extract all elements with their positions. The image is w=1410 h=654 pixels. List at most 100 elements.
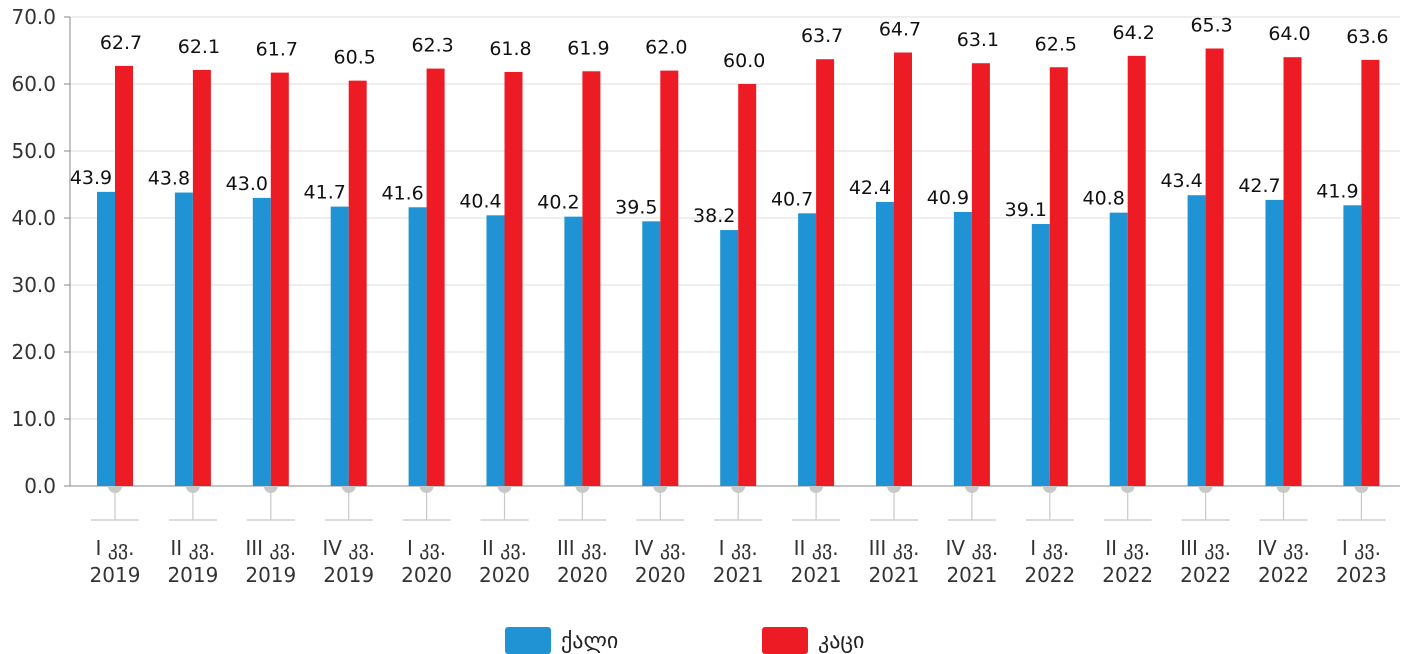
labels-layer: 43.9 62.7 I კვ. 2019 43.8 62.1 II კვ. 2019 43.0 6… [70,14,1389,587]
x-tick-label-quarter: III კვ. [245,536,296,560]
bar-men [192,69,211,487]
x-tick-label-quarter: IV კვ. [634,536,687,560]
bar-men [1205,48,1224,487]
data-label: 41.7 [304,182,346,204]
x-tick-label-year: 2020 [557,563,608,587]
x-tick-label-year: 2021 [713,563,764,587]
data-label: 64.7 [879,19,921,41]
bar-women [408,207,427,486]
bars-layer [97,48,1380,487]
x-tick-label-quarter: III კვ. [1180,536,1231,560]
bar-men [660,70,679,486]
bar-men [738,84,757,486]
data-label: 61.8 [489,38,531,60]
y-tick-label: 20.0 [11,340,56,364]
x-tick-label-year: 2021 [869,563,920,587]
legend-label-men: კაცი [818,629,864,654]
x-tick-label-quarter: IV კვ. [946,536,999,560]
data-label: 63.1 [957,29,999,51]
bar-women [876,201,894,487]
bar-women [97,191,115,486]
data-label: 40.4 [459,190,501,212]
data-label: 62.5 [1035,33,1077,55]
bar-women [1031,224,1050,486]
data-label: 41.6 [381,182,423,204]
x-tick-label-year: 2019 [167,563,218,587]
bar-women [1343,205,1362,486]
x-tick-label-quarter: II კვ. [1105,536,1150,560]
x-tick-label-year: 2021 [791,563,842,587]
bar-men [504,71,523,486]
y-tick-label: 30.0 [11,273,56,297]
data-label: 40.7 [771,188,813,210]
y-tick-label: 10.0 [11,407,56,431]
x-tick-label-year: 2022 [1024,563,1075,587]
y-tick-label: 40.0 [11,206,56,230]
bar-men [1049,67,1068,486]
bar-men [115,65,133,486]
x-tick-label-year: 2022 [1180,563,1231,587]
x-tick-label-year: 2022 [1102,563,1153,587]
data-label: 60.5 [334,47,376,69]
x-tick-label-quarter: III კვ. [869,536,920,560]
bar-men [270,72,289,487]
bar-men [582,71,601,487]
data-label: 38.2 [693,205,735,227]
y-tick-label: 0.0 [24,474,56,498]
legend-label-women: ქალი [561,629,618,654]
data-label: 43.9 [70,167,112,189]
x-tick-label-year: 2023 [1336,563,1387,587]
x-tick-label-quarter: I კვ. [719,536,758,560]
legend: ქალი კაცი [505,627,864,654]
bar-men [894,52,912,486]
x-tick-label-quarter: II კვ. [482,536,527,560]
bar-men [816,59,835,487]
bar-men [1127,55,1146,487]
x-tick-label-year: 2022 [1258,563,1309,587]
axis-layer: 0.0 10.0 20.0 30.0 40.0 50.0 60.0 70.0 [11,5,1400,521]
x-tick-label-year: 2019 [323,563,374,587]
data-label: 61.7 [256,39,298,61]
bar-men [1283,57,1302,486]
data-label: 64.2 [1113,22,1155,44]
bar-women [1265,199,1284,486]
data-label: 41.9 [1316,180,1358,202]
data-label: 43.8 [148,168,190,190]
data-label: 62.7 [100,32,142,54]
x-tick-label-quarter: I კვ. [1342,536,1381,560]
y-tick-label: 50.0 [11,139,56,163]
y-tick-label: 60.0 [11,72,56,96]
data-label: 63.7 [801,25,843,47]
data-label: 62.0 [645,37,687,59]
data-label: 40.9 [927,187,969,209]
data-label: 62.1 [178,36,220,58]
x-tick-label-quarter: I კვ. [407,536,446,560]
bar-men [426,68,445,486]
data-label: 61.9 [567,37,609,59]
data-label: 39.5 [615,196,657,218]
y-tick-label: 70.0 [11,5,56,29]
data-label: 65.3 [1190,14,1232,36]
data-label: 42.4 [849,177,891,199]
bar-men [1361,59,1380,486]
bar-women [564,216,583,486]
x-tick-label-year: 2019 [90,563,141,587]
data-label: 39.1 [1005,199,1047,221]
data-label: 43.4 [1160,170,1202,192]
data-label: 62.3 [411,35,453,57]
x-tick-label-quarter: II კვ. [170,536,215,560]
bar-women [1109,212,1128,486]
x-tick-label-quarter: IV კვ. [322,536,375,560]
data-label: 43.0 [226,173,268,195]
data-label: 63.6 [1346,26,1388,48]
bar-women [330,206,349,487]
data-label: 64.0 [1268,23,1310,45]
bar-women [953,211,972,486]
bar-women [642,221,661,486]
x-tick-label-quarter: I კვ. [95,536,134,560]
bar-women [720,230,739,486]
x-tick-label-year: 2020 [479,563,530,587]
bar-men [348,80,367,487]
data-label: 60.0 [723,50,765,72]
